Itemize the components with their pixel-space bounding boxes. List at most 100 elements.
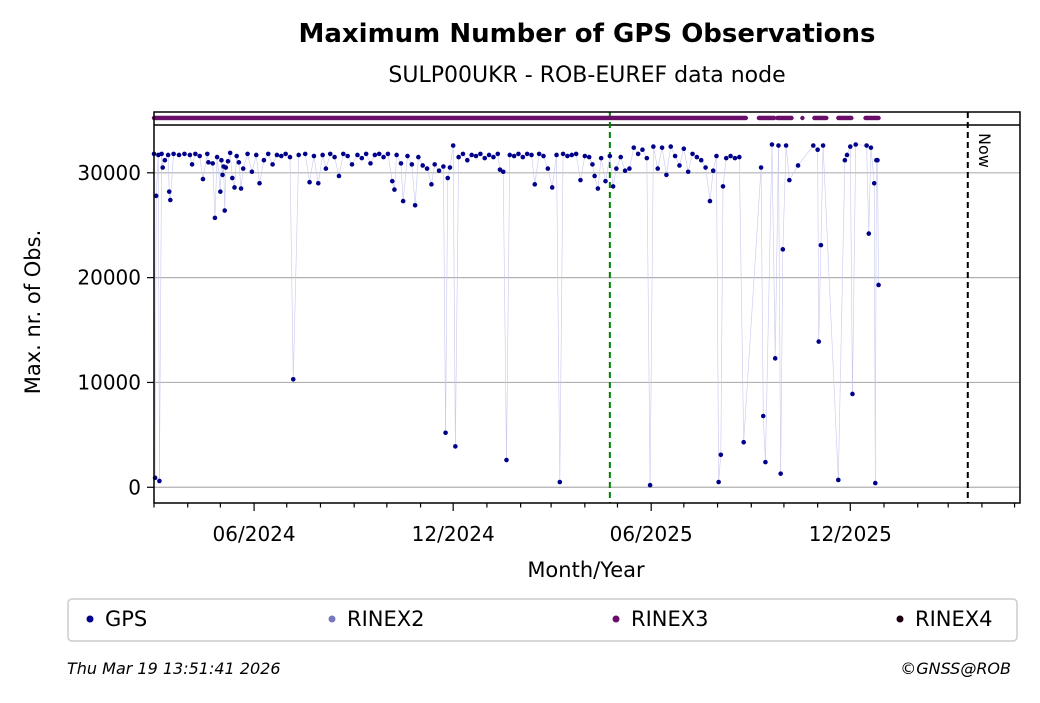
gps-point [424,166,430,171]
gps-point [420,163,426,168]
gps-segment [414,157,419,206]
gps-point [253,152,259,158]
gps-point [769,142,775,147]
gps-point [349,162,355,167]
gps-point [866,231,872,236]
gps-segment [873,183,876,484]
gps-segment [822,145,839,480]
gps-segment [782,145,787,250]
gps-point [287,154,293,160]
gps-point [640,147,645,153]
gps-point [598,155,604,161]
gps-point [614,166,619,171]
gps-segment [502,171,507,461]
gps-point [206,160,211,165]
gps-point [482,155,488,161]
gps-segment [322,154,327,169]
gps-segment [309,155,315,183]
gps-segment [449,145,454,168]
gps-segment [431,164,435,185]
gps-point [586,154,592,160]
gps-point [655,166,661,171]
legend-marker-rinex4 [896,615,904,623]
gps-point [685,169,691,175]
gps-point [495,151,501,157]
gps-point [681,146,687,151]
gps-point [283,151,288,157]
x-axis: 06/2024 12/2024 06/2025 12/2025 [153,503,1016,546]
gps-point [218,189,223,194]
gps-point [595,186,601,191]
gps-point [816,339,822,344]
gps-point [844,152,850,158]
gps-segment [556,154,561,483]
gps-point [311,153,317,159]
gps-point [171,151,176,157]
gps-point [398,161,404,166]
gps-point [205,151,210,157]
gps-point [274,152,280,158]
legend-box [67,598,1018,642]
gps-point [545,166,551,171]
gps-segment [774,145,779,359]
gps-point [222,208,228,213]
legend-label-gps: GPS [105,607,147,631]
legend-label-rinex2: RINEX2 [347,607,425,631]
gps-series [151,142,881,488]
gps-point [875,157,880,163]
gps-point [447,165,453,170]
rinex3-point [743,115,749,121]
gps-segment [229,152,233,179]
gps-segment [597,158,602,189]
gps-point [249,169,255,175]
gps-point [214,154,220,160]
gps-point [245,151,250,157]
gps-point [400,198,406,204]
gps-segment [289,157,294,380]
gps-point [554,152,559,158]
rinex3-point [824,115,829,121]
gps-segment [334,157,340,177]
gps-point [524,151,530,157]
gps-segment [251,154,257,172]
gps-point [445,175,451,181]
gps-point [760,413,766,419]
gps-segment [620,156,626,171]
gps-segment [259,160,265,184]
gps-point [723,155,729,161]
gps-segment [646,158,651,486]
gps-point [210,161,216,166]
gps-segment [506,154,511,461]
gps-segment [629,147,635,169]
gps-segment [452,145,456,447]
gps-point [225,158,231,164]
gps-point [236,160,242,165]
gps-point [332,154,337,160]
gps-point [441,164,446,169]
gps-point [200,176,206,182]
gps-point [450,143,456,148]
gps-segment [716,156,719,483]
gps-segment [852,144,857,394]
gps-segment [497,153,501,170]
y-tick-label: 30000 [77,161,141,185]
gps-segment [394,154,397,190]
gps-point [569,152,575,158]
gps-point [836,477,841,483]
y-tick-label: 0 [128,475,141,499]
gps-point [168,197,173,203]
gps-segment [247,153,253,172]
gps-point [565,153,570,159]
gps-point [780,247,786,252]
gps-point [453,444,458,449]
gps-point [315,180,321,186]
gps-point [659,145,665,150]
gps-segment [400,163,404,202]
gps-segment [718,454,722,483]
gps-point [618,154,624,160]
rinex3-point [789,115,794,121]
gps-segment [705,167,711,202]
gps-point [296,152,301,158]
gps-point [557,479,563,485]
gps-segment [224,167,227,211]
